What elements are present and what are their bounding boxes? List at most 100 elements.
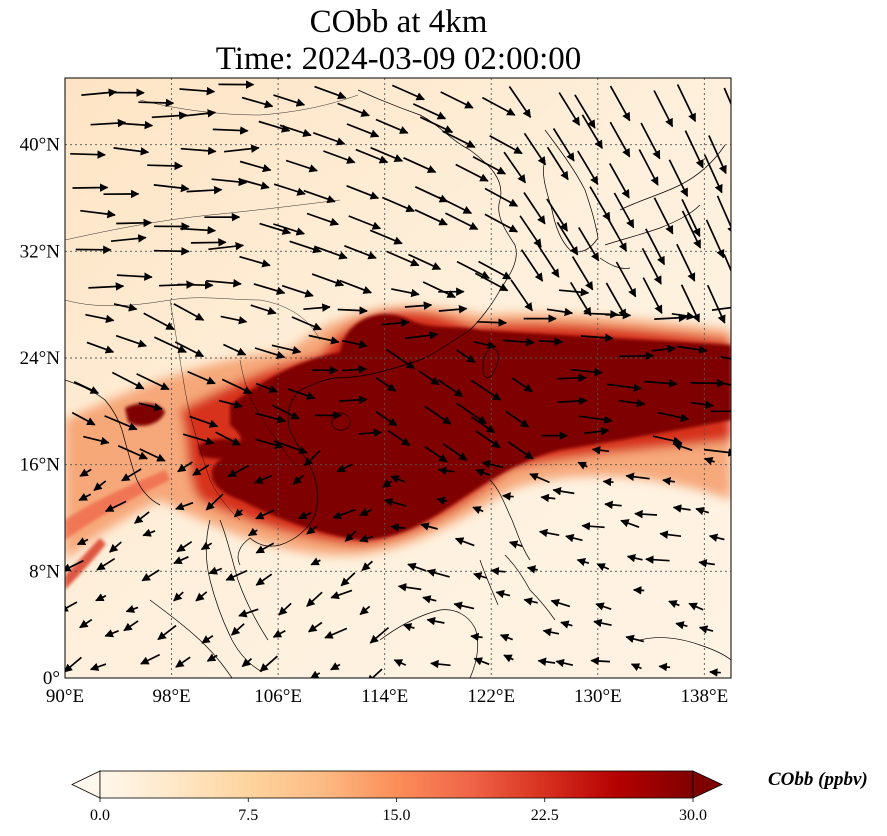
wind-arrow: [605, 282, 627, 318]
wind-arrow: [495, 589, 511, 599]
wind-arrow: [65, 601, 78, 612]
wind-arrow: [625, 634, 645, 643]
wind-arrow: [233, 508, 244, 518]
wind-arrow: [272, 629, 286, 638]
wind-arrow: [116, 272, 153, 281]
wind-arrow: [690, 379, 726, 388]
colorbar-gradient: [99, 770, 694, 799]
wind-arrow: [192, 464, 210, 476]
wind-arrow: [662, 476, 676, 486]
wind-arrow: [508, 86, 532, 119]
wind-arrow: [577, 150, 599, 186]
wind-arrow: [576, 557, 590, 567]
wind-arrow: [72, 183, 109, 192]
wind-arrow: [309, 670, 321, 678]
wind-arrow: [642, 277, 663, 314]
wind-arrow: [176, 540, 193, 553]
wind-arrow: [546, 307, 574, 317]
wind-arrow: [555, 658, 574, 668]
wind-arrow: [93, 480, 107, 491]
wind-arrow: [558, 287, 590, 297]
wind-arrow: [138, 402, 163, 412]
wind-arrow: [565, 533, 583, 543]
wind-arrow: [314, 85, 347, 100]
wind-arrow: [110, 234, 147, 243]
wind-arrow: [180, 109, 217, 118]
wind-arrow: [142, 528, 156, 537]
wind-arrow: [220, 315, 248, 325]
wind-arrow: [116, 218, 153, 228]
wind-arrow: [503, 654, 514, 663]
wind-arrow: [589, 186, 611, 222]
colorbar-ticks: 0.0 7.5 15.0 22.5 30.0: [90, 798, 707, 824]
wind-arrow: [79, 618, 93, 629]
wind-arrow: [645, 228, 666, 266]
wind-arrow: [681, 199, 701, 238]
wind-arrow: [227, 465, 249, 478]
wind-arrow: [212, 126, 249, 135]
wind-arrow: [419, 116, 454, 134]
lat-tick-label: 16°N: [20, 455, 61, 476]
japan-coastline: [599, 144, 726, 269]
wind-arrow: [426, 616, 445, 626]
wind-arrow: [104, 500, 127, 513]
wind-arrow: [255, 509, 275, 520]
wind-arrow: [537, 657, 556, 666]
wind-arrow: [658, 662, 671, 672]
wind-arrow: [175, 501, 194, 511]
wind-arrow: [688, 602, 704, 611]
wind-arrow: [359, 605, 371, 616]
wind-arrow: [375, 410, 398, 427]
wind-arrow: [609, 85, 631, 122]
wind-arrow: [289, 240, 322, 254]
wind-arrow: [653, 90, 674, 128]
wind-arrow: [348, 215, 382, 230]
wind-arrow: [550, 598, 571, 608]
wind-arrow: [241, 96, 274, 109]
wind-arrow: [414, 209, 448, 226]
wind-arrow: [430, 659, 451, 669]
wind-arrow: [369, 626, 390, 644]
wind-arrow: [121, 468, 142, 482]
wind-arrow: [440, 91, 474, 109]
wind-arrow: [254, 474, 273, 484]
wind-arrow: [355, 148, 389, 164]
wind-arrow: [422, 281, 456, 298]
wind-arrow: [303, 189, 336, 204]
wind-arrow: [408, 253, 442, 270]
wind-arrow: [471, 416, 496, 434]
wind-arrow: [391, 288, 420, 298]
wind-arrow: [247, 527, 258, 537]
wind-arrow: [590, 656, 611, 666]
wind-arrow: [412, 103, 447, 120]
wind-arrow: [221, 378, 253, 395]
wind-arrow: [580, 333, 614, 342]
wind-arrow: [456, 349, 476, 364]
wind-arrow: [381, 196, 415, 213]
wind-arrow: [418, 370, 440, 386]
wind-arrow: [632, 586, 645, 595]
wind-arrow: [123, 620, 139, 632]
wind-arrow: [605, 310, 632, 320]
wind-arrow: [560, 620, 573, 629]
wind-arrow: [117, 120, 154, 130]
lon-tick-label: 130°E: [574, 686, 622, 707]
wind-arrow: [591, 446, 610, 455]
wind-arrow: [279, 124, 312, 137]
wind-arrow: [177, 461, 193, 473]
wind-arrow: [285, 159, 318, 173]
wind-arrow: [709, 668, 721, 677]
wind-arrow: [502, 492, 514, 501]
wind-arrow: [645, 555, 670, 564]
wind-arrow: [558, 92, 581, 126]
wind-arrow: [698, 625, 714, 634]
wind-arrow: [690, 400, 715, 409]
wind-arrow: [523, 132, 547, 166]
wind-arrow: [708, 533, 725, 542]
wind-arrow: [386, 250, 420, 267]
wind-arrow: [546, 146, 569, 181]
wind-arrow: [273, 440, 308, 455]
wind-arrow: [342, 339, 368, 349]
wind-arrow: [273, 183, 306, 196]
